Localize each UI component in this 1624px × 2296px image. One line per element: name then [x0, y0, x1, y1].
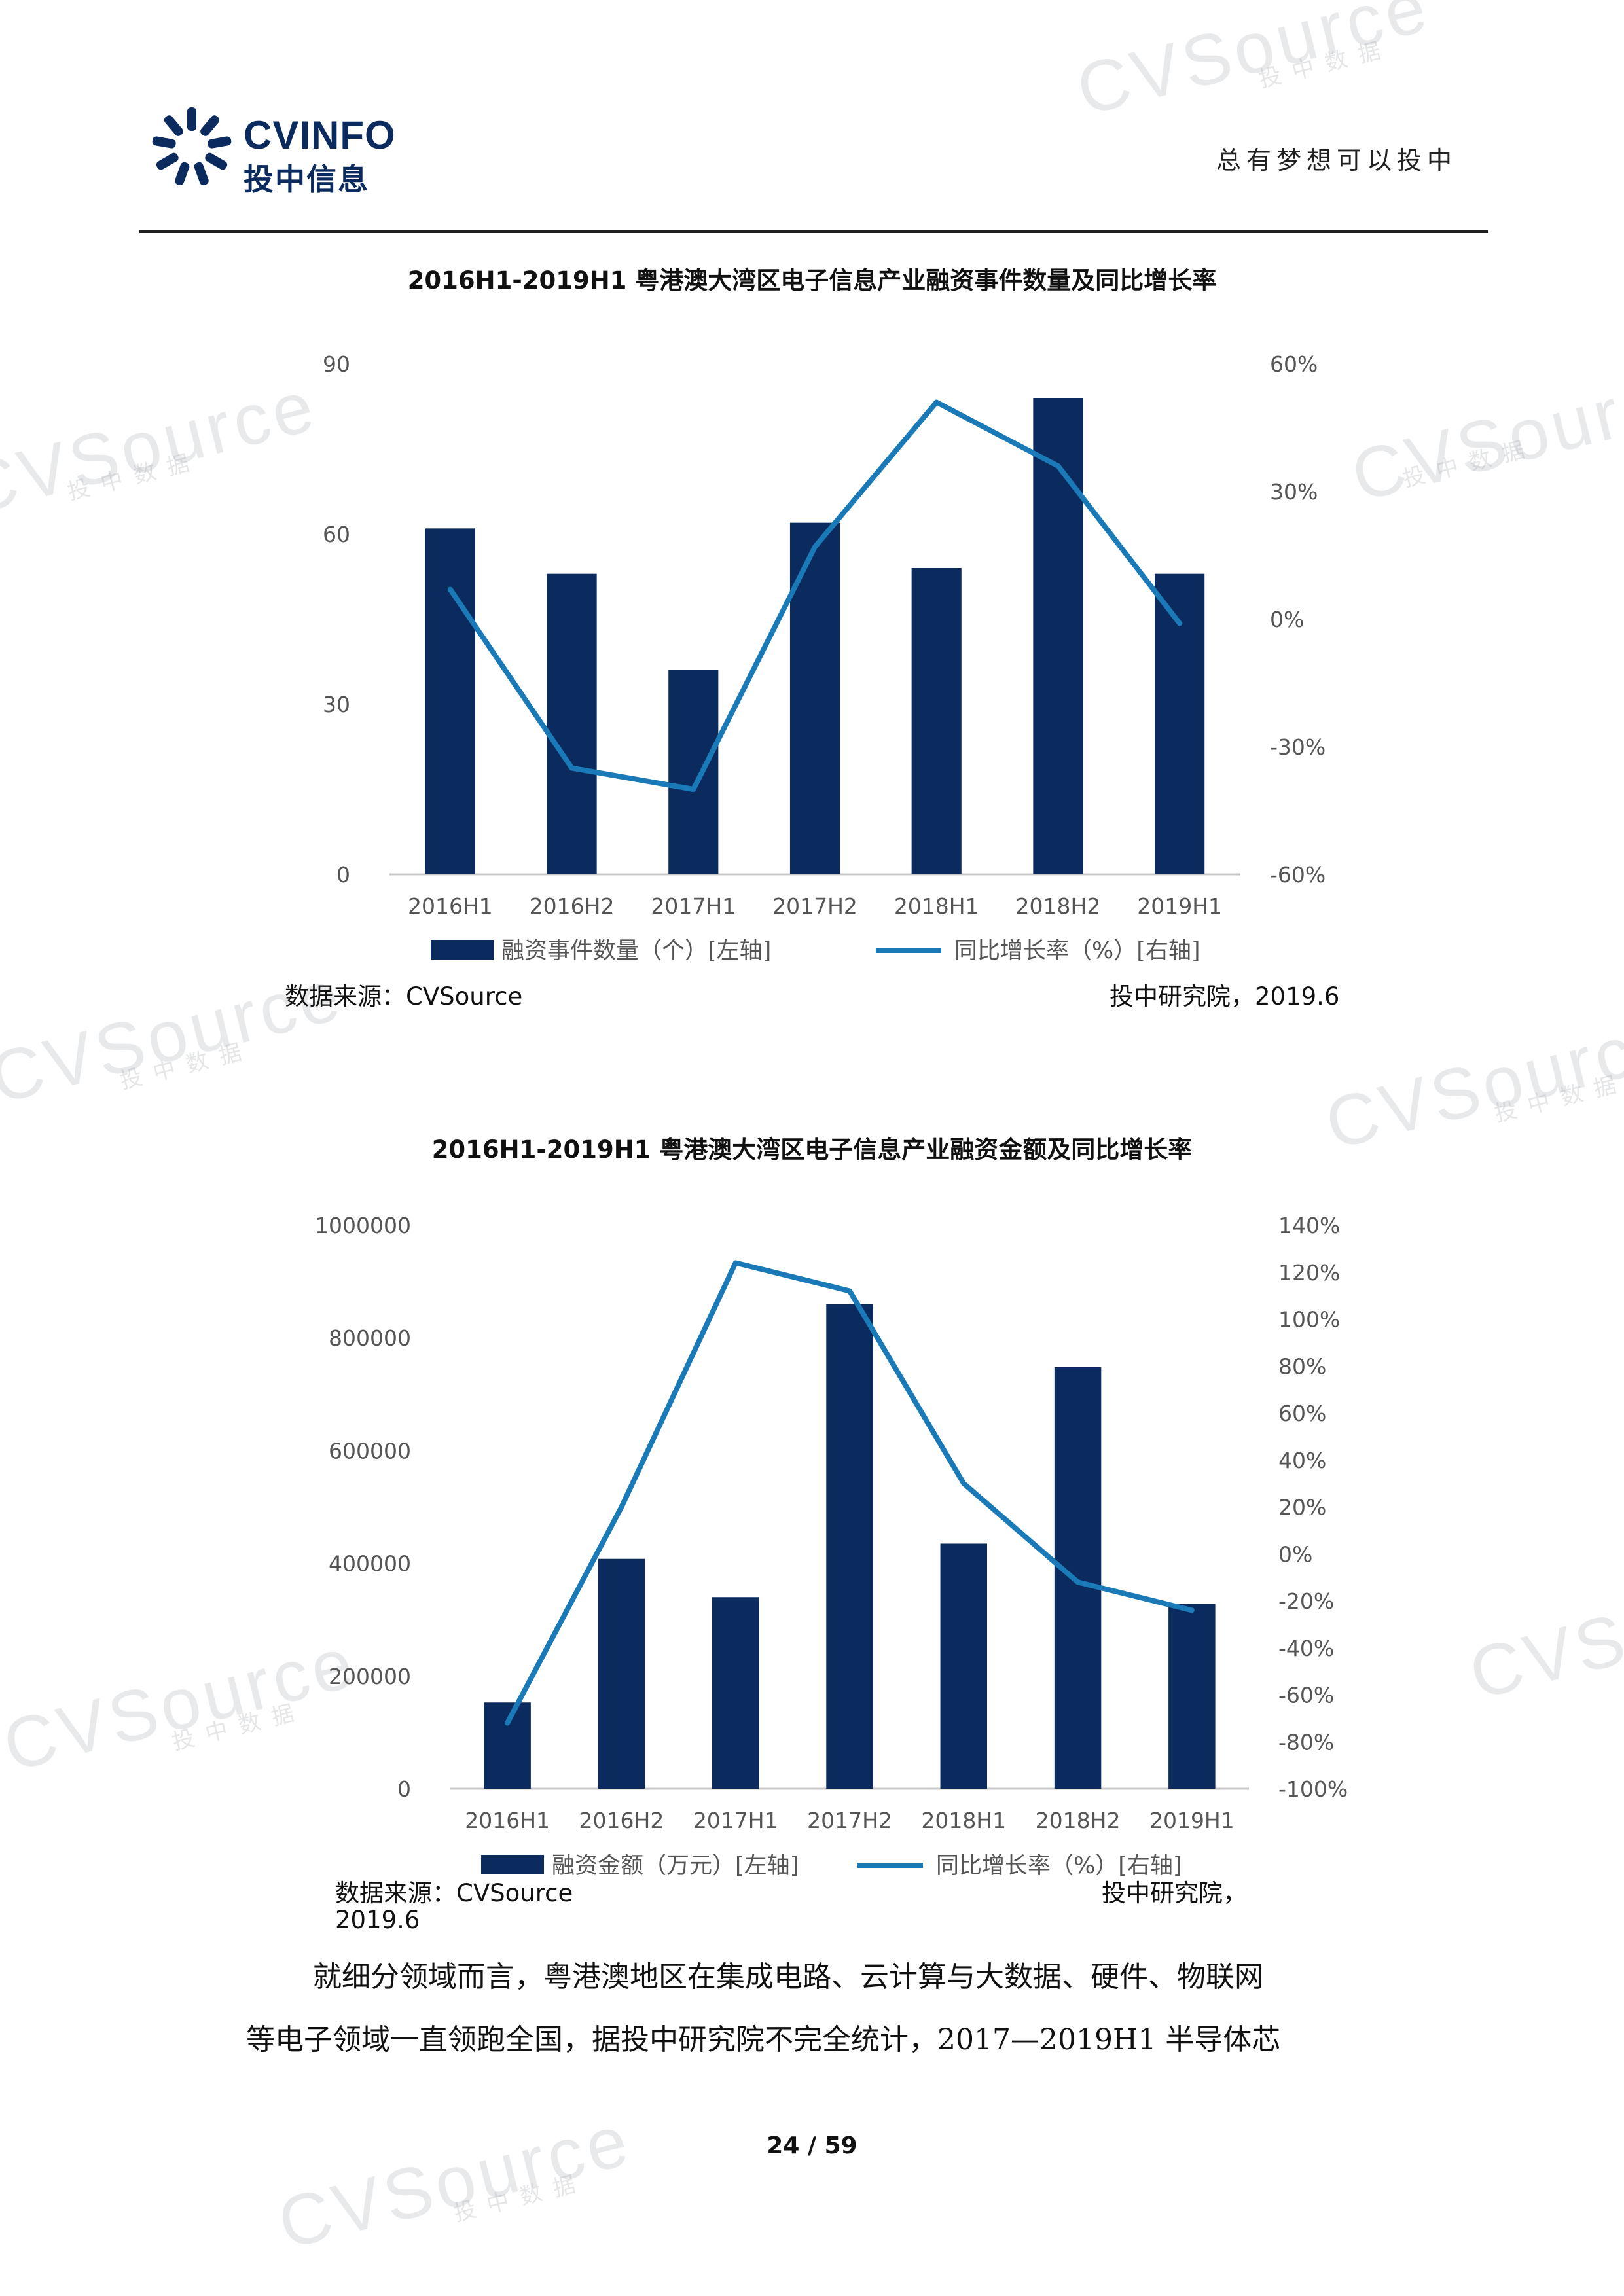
chart-bar: [911, 568, 962, 874]
y-right-tick-label: -20%: [1278, 1588, 1334, 1614]
y-right-tick-label: -80%: [1278, 1729, 1334, 1755]
chart-bar: [425, 528, 475, 874]
body-line-2: 等电子领域一直领跑全国，据投中研究院不完全统计，2017—2019H1 半导体芯: [246, 2023, 1281, 2056]
chart-bar: [547, 573, 597, 874]
growth-rate-point: [1191, 1609, 1193, 1611]
y-right-tick-label: 120%: [1278, 1260, 1340, 1285]
logo-cn: 投中信息: [244, 162, 369, 197]
x-tick-label: 2016H2: [579, 1808, 664, 1833]
y-right-tick-label: -60%: [1270, 862, 1326, 888]
legend-bar-swatch: [431, 940, 494, 960]
growth-rate-point: [571, 767, 573, 769]
body-line-1: 就细分领域而言，粤港澳地区在集成电路、云计算与大数据、硬件、物联网: [313, 1960, 1263, 1994]
y-right-tick-label: -100%: [1278, 1776, 1348, 1802]
y-left-tick-label: 0: [336, 862, 350, 888]
watermark-sub: 投中数据: [1492, 1069, 1624, 1128]
x-tick-label: 2017H2: [772, 893, 857, 919]
y-right-tick-label: 60%: [1270, 351, 1318, 377]
growth-rate-point: [693, 789, 695, 790]
chart-bar: [484, 1702, 531, 1789]
x-tick-label: 2018H2: [1036, 1808, 1121, 1833]
chart-bar: [1155, 573, 1205, 874]
chart-bar: [598, 1558, 645, 1789]
growth-rate-point: [734, 1262, 736, 1264]
y-right-tick-label: -60%: [1278, 1683, 1334, 1708]
legend-bar-swatch: [481, 1855, 544, 1874]
x-tick-label: 2017H2: [807, 1808, 892, 1833]
page-number: 24 / 59: [767, 2132, 857, 2159]
legend-line-label: 同比增长率（%）[右轴]: [936, 1853, 1182, 1878]
x-tick-label: 2016H1: [465, 1808, 550, 1833]
x-tick-label: 2016H2: [530, 893, 615, 919]
y-right-tick-label: 0%: [1270, 607, 1304, 632]
header: CVINFO 投中信息 总有梦想可以投中: [0, 0, 1624, 236]
y-left-tick-label: 60: [323, 522, 350, 547]
chart-bar: [1054, 1367, 1102, 1789]
y-right-tick-label: 20%: [1278, 1495, 1326, 1520]
growth-rate-point: [507, 1722, 509, 1724]
y-left-tick-label: 200000: [329, 1664, 411, 1689]
chart-bar: [668, 670, 719, 874]
legend-bar-label: 融资事件数量（个）[左轴]: [501, 938, 771, 964]
legend-bar-label: 融资金额（万元）[左轴]: [552, 1853, 799, 1878]
chart2-credit: 投中研究院，: [1102, 1879, 1247, 1907]
y-right-tick-label: 100%: [1278, 1307, 1340, 1333]
x-tick-label: 2017H1: [651, 893, 736, 919]
growth-rate-point: [1077, 1581, 1079, 1583]
watermark-sub: 投中数据: [117, 1036, 256, 1095]
y-left-tick-label: 600000: [329, 1438, 411, 1463]
header-slogan: 总有梦想可以投中: [1216, 146, 1458, 175]
legend-line-label: 同比增长率（%）[右轴]: [954, 938, 1200, 964]
y-right-tick-label: 80%: [1278, 1354, 1326, 1379]
chart2-title: 2016H1-2019H1 粤港澳大湾区电子信息产业融资金额及同比增长率: [431, 1136, 1193, 1164]
y-right-tick-label: 30%: [1270, 479, 1318, 505]
y-left-tick-label: 1000000: [315, 1213, 411, 1238]
x-tick-label: 2018H1: [894, 893, 979, 919]
chart2-source: 数据来源：CVSource: [335, 1879, 573, 1907]
y-right-tick-label: 40%: [1278, 1448, 1326, 1473]
growth-rate-point: [1179, 622, 1181, 624]
chart2-credit-date: 2019.6: [335, 1906, 420, 1934]
y-right-tick-label: 0%: [1278, 1541, 1312, 1567]
chart1-source: 数据来源：CVSource: [285, 982, 523, 1011]
chart1-credit: 投中研究院，2019.6: [1110, 982, 1340, 1011]
chart-bar: [1033, 398, 1083, 874]
growth-rate-point: [963, 1482, 965, 1484]
growth-rate-point: [935, 401, 937, 403]
chart-bar: [826, 1304, 873, 1789]
growth-rate-point: [1057, 465, 1059, 467]
growth-rate-point: [449, 588, 451, 590]
watermark-sub: 投中数据: [451, 2168, 590, 2227]
chart-bar: [940, 1543, 988, 1789]
growth-rate-point: [621, 1506, 623, 1508]
chart-bar: [712, 1597, 759, 1789]
growth-rate-point: [849, 1290, 850, 1292]
x-tick-label: 2019H1: [1137, 893, 1222, 919]
x-tick-label: 2018H2: [1016, 893, 1101, 919]
y-right-tick-label: 140%: [1278, 1213, 1340, 1238]
y-left-tick-label: 30: [323, 692, 350, 717]
x-tick-label: 2017H1: [693, 1808, 778, 1833]
growth-rate-point: [814, 546, 816, 548]
x-tick-label: 2019H1: [1149, 1808, 1235, 1833]
chart1: 0 30 60 90 -60% -30% 0% 30% 60% 2016H1 2016H2 2017H…: [323, 351, 1326, 964]
chart2: 0 200000 400000 600000 800000 1000000 -100% -80…: [315, 1213, 1348, 1878]
watermark-brand: CVSource: [270, 2099, 640, 2265]
logo-brand: CVINFO: [244, 113, 396, 157]
y-left-tick-label: 400000: [329, 1551, 411, 1577]
cvinfo-logo-icon: [152, 107, 232, 186]
y-right-tick-label: -30%: [1270, 734, 1326, 760]
chart-bar: [1168, 1604, 1216, 1789]
y-left-tick-label: 90: [323, 351, 350, 377]
y-left-tick-label: 0: [397, 1776, 411, 1802]
y-right-tick-label: -40%: [1278, 1636, 1334, 1661]
y-right-tick-label: 60%: [1278, 1401, 1326, 1426]
x-tick-label: 2016H1: [408, 893, 493, 919]
x-tick-label: 2018H1: [921, 1808, 1006, 1833]
chart1-title: 2016H1-2019H1 粤港澳大湾区电子信息产业融资事件数量及同比增长率: [407, 266, 1217, 295]
chart-bar: [789, 522, 840, 874]
y-left-tick-label: 800000: [329, 1325, 411, 1351]
header-rule: [139, 230, 1488, 233]
